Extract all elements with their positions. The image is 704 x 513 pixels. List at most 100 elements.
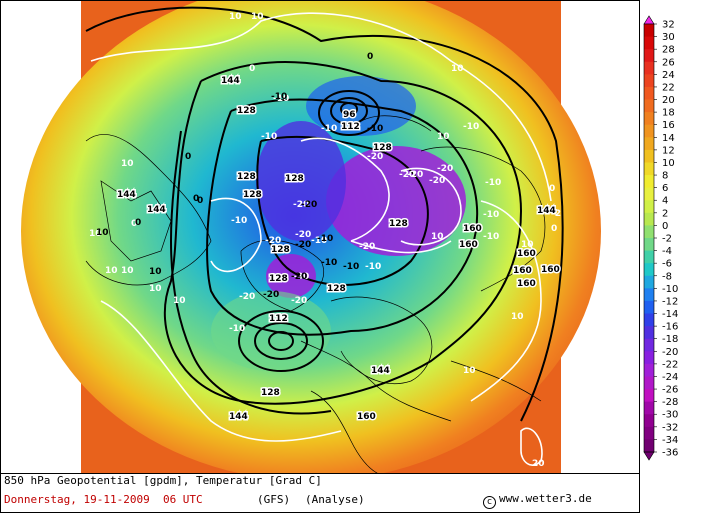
isotherm-label: -20 <box>407 170 423 180</box>
geopotential-label: 112 <box>269 314 288 324</box>
color-scale-swatch <box>644 313 654 327</box>
geopotential-label: 160 <box>459 240 478 250</box>
contour-label: -20 <box>295 240 311 250</box>
isotherm-label: -20 <box>265 236 281 246</box>
isotherm-label: -10 <box>463 122 479 132</box>
color-scale-tick-label: 0 <box>662 221 668 232</box>
isotherm-label: -10 <box>311 236 327 246</box>
color-scale-tick-label: -24 <box>662 372 678 383</box>
cold-pool-arctic <box>256 121 346 241</box>
color-scale-swatch <box>644 99 654 113</box>
copyright-icon: c <box>483 496 496 509</box>
color-scale-swatch <box>644 149 654 163</box>
geopotential-label: 144 <box>229 412 248 422</box>
geopotential-label: 128 <box>261 388 280 398</box>
color-scale-swatch <box>644 263 654 277</box>
isotherm-label: 10 <box>121 159 134 169</box>
color-scale-tick-label: 14 <box>662 133 675 144</box>
geopotential-label: 128 <box>271 245 290 255</box>
geopotential-label: 128 <box>269 274 288 284</box>
isotherm-label: -10 <box>483 232 499 242</box>
contour-label: 0 <box>185 152 191 162</box>
isotherm-label: -20 <box>437 164 453 174</box>
contour-label: -10 <box>367 124 383 134</box>
color-scale-canvas: 32302826242220181614121086420-2-4-6-8-10… <box>643 15 678 461</box>
contour-labels: 10 10 0 10 10 -10 -10 -10 -10 -20 -20 -2… <box>89 12 561 469</box>
color-scale-tick-label: -26 <box>662 385 678 396</box>
contour-label: -20 <box>291 272 307 282</box>
color-scale-swatch <box>644 376 654 390</box>
geopotential-labels: 144 128 112 128 128 128 128 128 128 112 … <box>116 75 562 424</box>
contour-label: -10 <box>321 258 337 268</box>
color-scale-swatch <box>644 187 654 201</box>
copyright-notice: c www.wetter3.de <box>483 492 592 509</box>
isotherm-label: 20 <box>532 459 545 469</box>
isotherm-label: -20 <box>239 292 255 302</box>
color-scale-swatch <box>644 288 654 302</box>
contour-label: 0 <box>197 196 203 206</box>
color-scale-swatch <box>644 200 654 214</box>
geopotential-label: 128 <box>237 172 256 182</box>
contour-label: -20 <box>301 200 317 210</box>
isotherm-label: 10 <box>463 366 476 376</box>
color-scale-swatch <box>644 414 654 428</box>
isotherm-label: -20 <box>291 296 307 306</box>
color-scale-tick-label: -34 <box>662 435 678 446</box>
contour-label: -10 <box>271 92 287 102</box>
isotherm-label: 0 <box>131 219 137 229</box>
color-scale-swatch <box>644 124 654 138</box>
color-scale-swatch <box>644 49 654 63</box>
color-scale-swatch <box>644 338 654 352</box>
geopotential-label: 160 <box>517 279 536 289</box>
isotherm-label: 10 <box>173 296 186 306</box>
geopotential-contours <box>85 6 564 422</box>
website-link[interactable]: www.wetter3.de <box>499 492 592 505</box>
isotherm-label: 10 <box>251 12 264 22</box>
caption-run: (Analyse) <box>305 493 365 506</box>
geopotential-label: 128 <box>237 106 256 116</box>
map-canvas: 10 10 0 10 10 -10 -10 -10 -10 -20 -20 -2… <box>1 1 639 473</box>
color-scale-swatch <box>644 351 654 365</box>
color-scale-swatch <box>644 326 654 340</box>
color-scale-tick-label: -30 <box>662 410 678 421</box>
color-scale-swatch <box>644 86 654 101</box>
isotherm-label: -20 <box>399 170 415 180</box>
geopotential-label: 160 <box>357 412 376 422</box>
isotherm-label: -10 <box>485 178 501 188</box>
isotherms <box>90 12 552 466</box>
color-scale-tick-label: 2 <box>662 208 668 219</box>
color-scale-swatch <box>644 275 654 289</box>
isotherm-label: -20 <box>429 176 445 186</box>
isotherm-label: -20 <box>367 152 383 162</box>
color-scale-tick-label: 4 <box>662 196 668 207</box>
isotherm-label: 10 <box>229 12 242 22</box>
geopotential-label: 160 <box>513 266 532 276</box>
color-scale-swatch <box>644 74 654 88</box>
geopotential-label: 128 <box>243 190 262 200</box>
color-scale-swatch <box>644 389 654 403</box>
color-scale-tick-label: 26 <box>662 57 675 68</box>
color-scale-tick-label: 6 <box>662 183 668 194</box>
isotherm-label: 10 <box>521 240 534 250</box>
geopotential-label: 144 <box>147 205 166 215</box>
isotherm-label: -10 <box>229 324 245 334</box>
contour-label: -10 <box>343 262 359 272</box>
color-scale-swatch <box>644 61 654 75</box>
color-scale-tick-label: -36 <box>662 448 678 459</box>
color-scale-tick-label: -6 <box>662 259 672 270</box>
color-scale-swatch <box>644 24 654 38</box>
contour-label: -10 <box>317 234 333 244</box>
color-scale-bottom-arrow <box>643 451 655 461</box>
isotherm-label: -10 <box>365 262 381 272</box>
caption-model: (GFS) <box>257 493 291 506</box>
geopotential-label: 160 <box>541 265 560 275</box>
isotherm-label: -10 <box>273 94 289 104</box>
isotherm-label: 0 <box>551 224 557 234</box>
color-scale-tick-label: 16 <box>662 120 675 131</box>
color-scale-tick-label: -20 <box>662 347 678 358</box>
color-scale-swatch <box>644 250 654 264</box>
geopotential-label: 128 <box>389 219 408 229</box>
geopotential-label: 144 <box>117 190 136 200</box>
color-scale-tick-label: -12 <box>662 296 678 307</box>
geopotential-label: 128 <box>373 143 392 153</box>
